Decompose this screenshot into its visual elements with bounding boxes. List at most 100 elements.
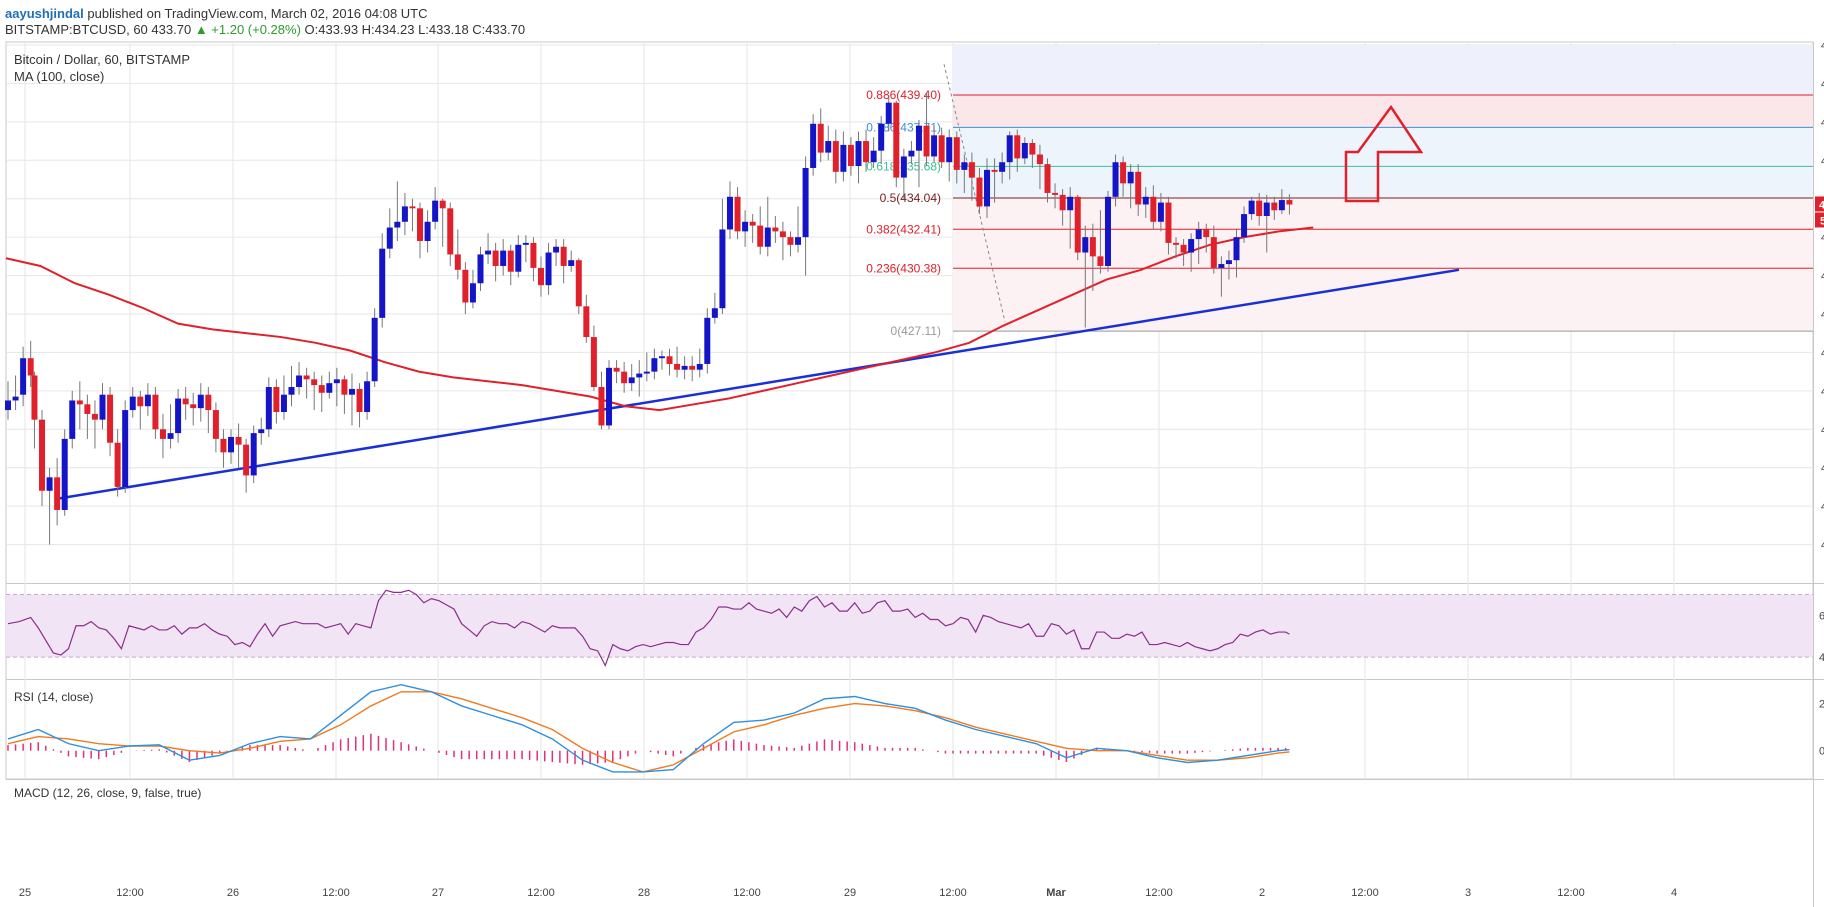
candle-body bbox=[280, 394, 287, 412]
candle-body bbox=[439, 200, 446, 209]
candle-body bbox=[1286, 200, 1293, 205]
x-tick-label: 12:00 bbox=[1351, 887, 1379, 899]
author-link[interactable]: aayushjindal bbox=[5, 6, 84, 21]
candle-body bbox=[1165, 202, 1172, 243]
candle-body bbox=[893, 102, 900, 178]
candle-body bbox=[810, 123, 817, 168]
candle-body bbox=[1059, 194, 1066, 211]
candle-body bbox=[636, 373, 643, 378]
candle-body bbox=[583, 306, 590, 338]
candle-body bbox=[61, 438, 68, 510]
candle-body bbox=[742, 221, 749, 232]
quote-line: BITSTAMP:BTCUSD, 60 433.70 ▲ +1.20 (+0.2… bbox=[5, 22, 525, 37]
candle-body bbox=[296, 375, 303, 388]
candle-body bbox=[364, 381, 371, 412]
candle-body bbox=[719, 229, 726, 309]
x-tick-label: 12:00 bbox=[939, 887, 967, 899]
low-label: L: bbox=[418, 22, 429, 37]
close-value: 433.70 bbox=[485, 22, 526, 37]
candle-body bbox=[1120, 162, 1127, 184]
candle-body bbox=[492, 250, 499, 266]
candle-body bbox=[832, 141, 839, 172]
candle-body bbox=[182, 398, 189, 405]
candle-body bbox=[159, 429, 166, 439]
candle-body bbox=[107, 394, 114, 443]
candle-body bbox=[606, 367, 613, 426]
candle-body bbox=[175, 398, 182, 434]
last-price-label: 433.70 bbox=[1819, 199, 1824, 211]
x-tick-label: 26 bbox=[227, 887, 239, 899]
candle-body bbox=[537, 267, 544, 286]
x-tick-label: 12:00 bbox=[527, 887, 555, 899]
candle-body bbox=[953, 137, 960, 170]
candle-body bbox=[855, 141, 862, 167]
candle-body bbox=[1029, 142, 1036, 155]
chart-header: aayushjindal published on TradingView.co… bbox=[0, 0, 1824, 42]
candle-body bbox=[1225, 260, 1232, 265]
candle-body bbox=[1044, 164, 1051, 193]
candle-body bbox=[152, 394, 159, 430]
candle-body bbox=[613, 367, 620, 372]
candle-body bbox=[54, 477, 61, 510]
candle-body bbox=[462, 269, 469, 303]
x-tick-label: 25 bbox=[19, 887, 31, 899]
candle-body bbox=[1021, 142, 1028, 159]
rsi-band bbox=[6, 594, 1813, 658]
candle-body bbox=[1263, 202, 1270, 217]
countdown-label: 51:44 bbox=[1820, 215, 1824, 227]
candle-body bbox=[485, 250, 492, 255]
candle-body bbox=[288, 387, 295, 395]
candle-body bbox=[258, 429, 265, 434]
candle-body bbox=[847, 144, 854, 167]
candle-body bbox=[46, 477, 53, 491]
up-arrow-annotation bbox=[1344, 104, 1424, 203]
candle-body bbox=[757, 225, 764, 247]
candle-body bbox=[1241, 214, 1248, 238]
candle-body bbox=[1112, 162, 1119, 197]
candle-body bbox=[401, 206, 408, 222]
candle-body bbox=[20, 358, 27, 395]
candle-body bbox=[651, 358, 658, 372]
candle-body bbox=[553, 246, 560, 253]
countdown-tag bbox=[1815, 212, 1824, 228]
candle-body bbox=[1082, 237, 1089, 253]
candle-body bbox=[167, 433, 174, 439]
candle-body bbox=[5, 400, 11, 411]
candle-body bbox=[704, 317, 711, 364]
candle-body bbox=[1104, 196, 1111, 266]
candle-body bbox=[197, 394, 204, 409]
publish-info: aayushjindal published on TradingView.co… bbox=[5, 6, 428, 21]
candle-body bbox=[469, 283, 476, 303]
y-tick-label: 426.00 bbox=[1821, 347, 1824, 359]
candle-body bbox=[1248, 200, 1255, 215]
candle-body bbox=[348, 388, 355, 395]
chart-title: Bitcoin / Dollar, 60, BITSTAMP bbox=[14, 52, 190, 67]
candle-body bbox=[863, 141, 870, 163]
x-tick-label: 12:00 bbox=[733, 887, 761, 899]
x-tick-label: Mar bbox=[1046, 887, 1066, 899]
macd-title: MACD (12, 26, close, 9, false, true) bbox=[14, 786, 201, 800]
candle-body bbox=[931, 135, 938, 157]
candle-body bbox=[447, 208, 454, 255]
rsi-tick-label: 60.0000 bbox=[1819, 610, 1824, 622]
candle-body bbox=[900, 156, 907, 178]
last-price: 433.70 bbox=[151, 22, 192, 37]
y-tick-label: 430.00 bbox=[1821, 271, 1824, 283]
candle-body bbox=[273, 387, 280, 412]
candle-body bbox=[1180, 244, 1187, 253]
candle-body bbox=[379, 248, 386, 318]
candle-body bbox=[144, 394, 151, 407]
candle-body bbox=[69, 400, 76, 439]
candle-body bbox=[1157, 202, 1164, 222]
candle-body bbox=[424, 221, 431, 241]
candle-body bbox=[984, 169, 991, 207]
candle-body bbox=[568, 260, 575, 266]
candle-body bbox=[220, 438, 227, 453]
support-trendline bbox=[58, 268, 1460, 500]
candle-body bbox=[1195, 229, 1202, 240]
candle-body bbox=[628, 377, 635, 384]
last-price-tag bbox=[1815, 196, 1824, 212]
candle-body bbox=[417, 208, 424, 241]
candle-body bbox=[1142, 196, 1149, 205]
